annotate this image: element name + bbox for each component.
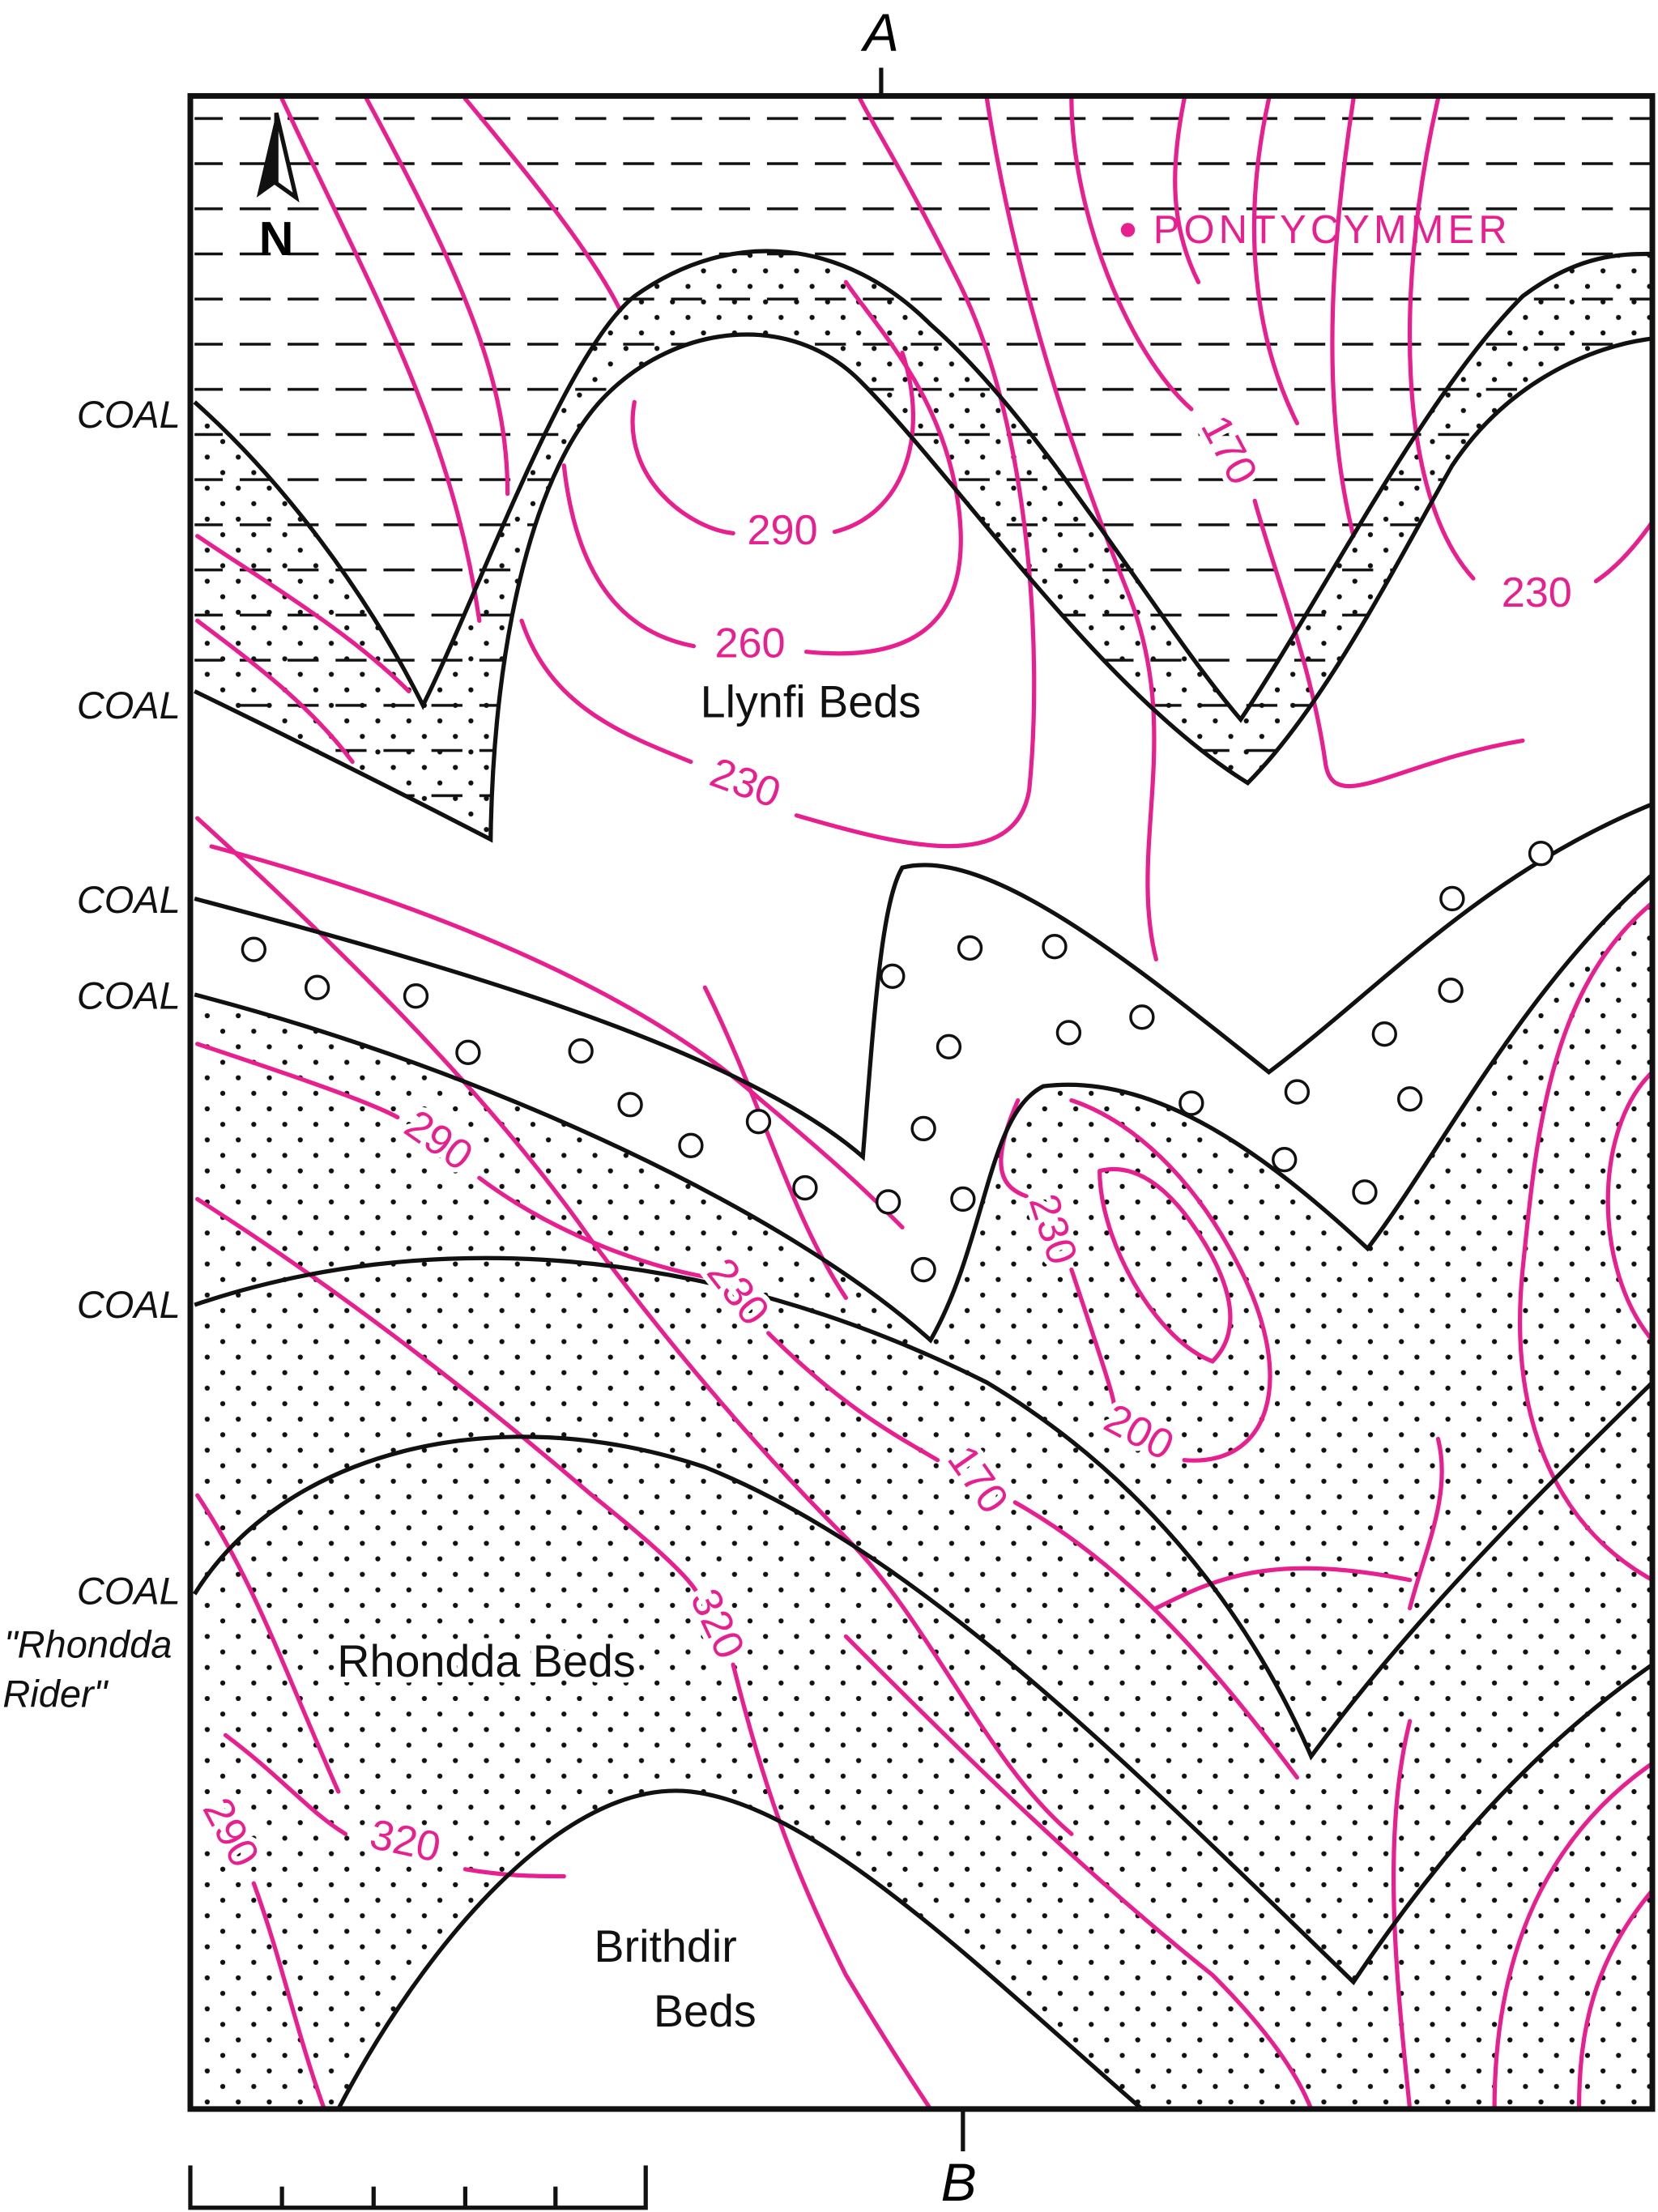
contour — [984, 96, 1356, 961]
contour — [1492, 1070, 1655, 2112]
pebble — [910, 1115, 936, 1142]
contour — [195, 1042, 1300, 1780]
pebble — [1055, 1020, 1082, 1046]
contour-label: 230 — [704, 749, 786, 817]
contour — [195, 534, 411, 765]
pebble — [1396, 1086, 1423, 1112]
pebble — [241, 936, 266, 962]
contour — [1391, 1719, 1655, 2112]
pebble — [678, 1132, 704, 1158]
pebble — [1042, 934, 1068, 960]
contour — [209, 844, 905, 1230]
pebble — [455, 1039, 481, 1065]
pebble — [1528, 841, 1554, 867]
pebble — [403, 982, 429, 1009]
sandstone-band — [194, 251, 1653, 840]
section-label: B — [941, 2153, 977, 2212]
boundary — [336, 1788, 1144, 2111]
boundary — [194, 332, 1653, 843]
unit-name: Llynfi Beds — [701, 677, 921, 727]
coal-label: COAL — [77, 1283, 181, 1326]
contour — [1173, 96, 1300, 426]
pebble — [1439, 885, 1465, 912]
section-label: A — [860, 3, 899, 63]
pebble — [1272, 1147, 1298, 1173]
contour — [519, 96, 1037, 849]
boundary — [192, 1434, 1654, 1986]
pebble — [910, 1256, 936, 1283]
contour-label: 230 — [1502, 569, 1572, 616]
pebble — [568, 1038, 594, 1064]
lower-sandstone — [194, 874, 1653, 2109]
pebble — [880, 963, 906, 989]
pebble — [1352, 1179, 1378, 1205]
boundary — [194, 802, 1654, 1161]
map-frame — [187, 92, 1656, 2112]
boundary — [194, 1255, 1654, 1761]
north-arrow — [274, 112, 300, 202]
pebble — [617, 1092, 643, 1118]
contour-label: 260 — [714, 620, 785, 667]
pebble — [936, 1034, 962, 1060]
north-label: N — [259, 211, 294, 266]
contour — [195, 1493, 341, 2112]
contour — [1069, 96, 1525, 789]
contour — [630, 350, 915, 535]
contour — [1407, 96, 1655, 584]
coal-label: COAL — [77, 878, 181, 921]
scale-bar — [188, 2165, 648, 2210]
rider-label: Rider" — [2, 1673, 109, 1715]
pebble — [304, 974, 330, 1000]
rider-label: "Rhondda — [4, 1623, 172, 1666]
conglomerate-pebbles — [241, 841, 1554, 1283]
pebble — [1284, 1079, 1311, 1105]
contour — [561, 279, 963, 656]
boundary — [194, 872, 1654, 1344]
pebble — [745, 1108, 772, 1135]
boundaries — [192, 249, 1654, 2111]
contour — [1518, 901, 1655, 1583]
place-marker — [1120, 223, 1136, 237]
pebble — [1129, 1004, 1155, 1030]
coal-label: COAL — [77, 684, 181, 727]
unit-name: Rhondda Beds — [337, 1636, 635, 1686]
coal-label: COAL — [77, 1570, 181, 1613]
pebble — [1438, 978, 1464, 1004]
coal-label: COAL — [77, 393, 181, 436]
brithdir-area — [338, 1790, 1142, 2109]
contour-label: 290 — [748, 507, 818, 554]
coal-labels: COAL COAL COAL COAL COAL COAL — [77, 393, 181, 1613]
contour — [1153, 1436, 1444, 1611]
contour — [1098, 1166, 1233, 1364]
unit-name: Beds — [654, 1986, 757, 2036]
unit-name: Brithdir — [594, 1921, 736, 1971]
contour — [195, 816, 1074, 1836]
pebble — [875, 1189, 901, 1215]
pebble — [792, 1174, 818, 1201]
coal-label: COAL — [77, 974, 181, 1017]
boundary — [193, 249, 1653, 723]
contour — [279, 96, 482, 623]
pebble — [950, 1186, 976, 1213]
contour — [364, 96, 510, 497]
contour — [223, 1733, 566, 1879]
conglomerate-band — [194, 803, 1653, 1340]
contour — [462, 96, 623, 313]
place-name: PONTYCYMMER — [1153, 208, 1511, 252]
pebble — [1371, 1021, 1397, 1047]
pebble — [957, 935, 983, 961]
pebble — [1179, 1090, 1204, 1116]
